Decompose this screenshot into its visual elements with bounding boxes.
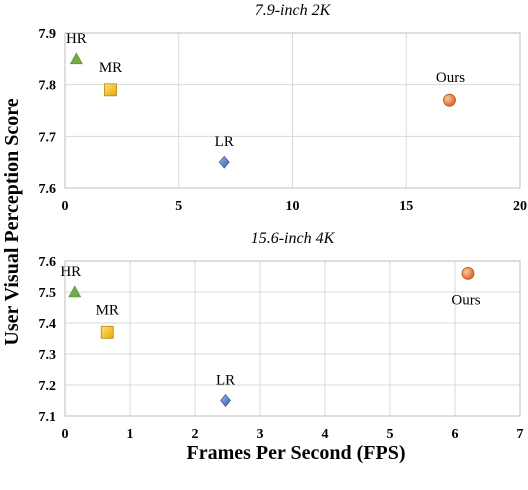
lr-point-label: LR [215,134,234,150]
x-tick-label: 2 [192,427,199,442]
panel-title: 15.6-inch 4K [251,230,336,247]
y-tick-label: 7.9 [39,27,57,42]
y-axis-label: User Visual Perception Score [1,98,23,345]
lr-marker [218,155,230,169]
x-tick-label: 1 [127,427,134,442]
y-tick-label: 7.2 [39,379,57,394]
mr-marker [100,325,114,339]
mr-point-label: MR [96,302,119,318]
lr-point-label: LR [216,373,235,389]
mr-marker [104,83,117,97]
y-tick-label: 7.6 [39,182,57,197]
panel-title: 7.9-inch 2K [255,2,332,19]
x-tick-label: 20 [513,199,527,214]
y-tick-label: 7.4 [39,317,57,332]
x-tick-label: 0 [62,199,69,214]
y-tick-label: 7.3 [39,348,57,363]
hr-marker [68,285,82,298]
y-tick-label: 7.5 [39,286,57,301]
hr-point-label: HR [66,31,87,47]
bottom-scatter-panel: 15.6-inch 4K 0 1 2 3 4 5 6 7 7.1 7.2 7.3 7.4 7.5 7.6HR… [39,230,524,442]
ours-marker [443,93,456,107]
y-tick-label: 7.8 [39,79,57,94]
ours-marker [461,266,475,280]
x-tick-label: 7 [517,427,524,442]
y-tick-label: 7.1 [39,410,57,425]
x-tick-label: 6 [452,427,459,442]
y-tick-label: 7.6 [39,255,57,270]
y-tick-label: 7.7 [39,130,57,145]
x-tick-label: 3 [257,427,264,442]
plot-area-border [64,260,521,417]
mr-point-label: MR [99,60,122,76]
x-tick-label: 5 [387,427,394,442]
x-tick-label: 15 [399,199,413,214]
ours-point-label: Ours [436,70,465,86]
ours-point-label: Ours [451,292,480,308]
hr-marker [69,52,83,65]
x-tick-label: 0 [62,427,69,442]
x-tick-label: 5 [175,199,182,214]
x-axis-label: Frames Per Second (FPS) [186,442,405,464]
x-tick-label: 4 [322,427,329,442]
top-scatter-panel: 7.9-inch 2K 0 5 10 15 20 7.6 7.7 7.8 7.9 HR MR LR Our… [39,2,528,214]
plot-area-border [64,32,521,189]
hr-point-label: HR [60,264,81,280]
x-tick-label: 10 [286,199,300,214]
lr-marker [220,394,231,407]
